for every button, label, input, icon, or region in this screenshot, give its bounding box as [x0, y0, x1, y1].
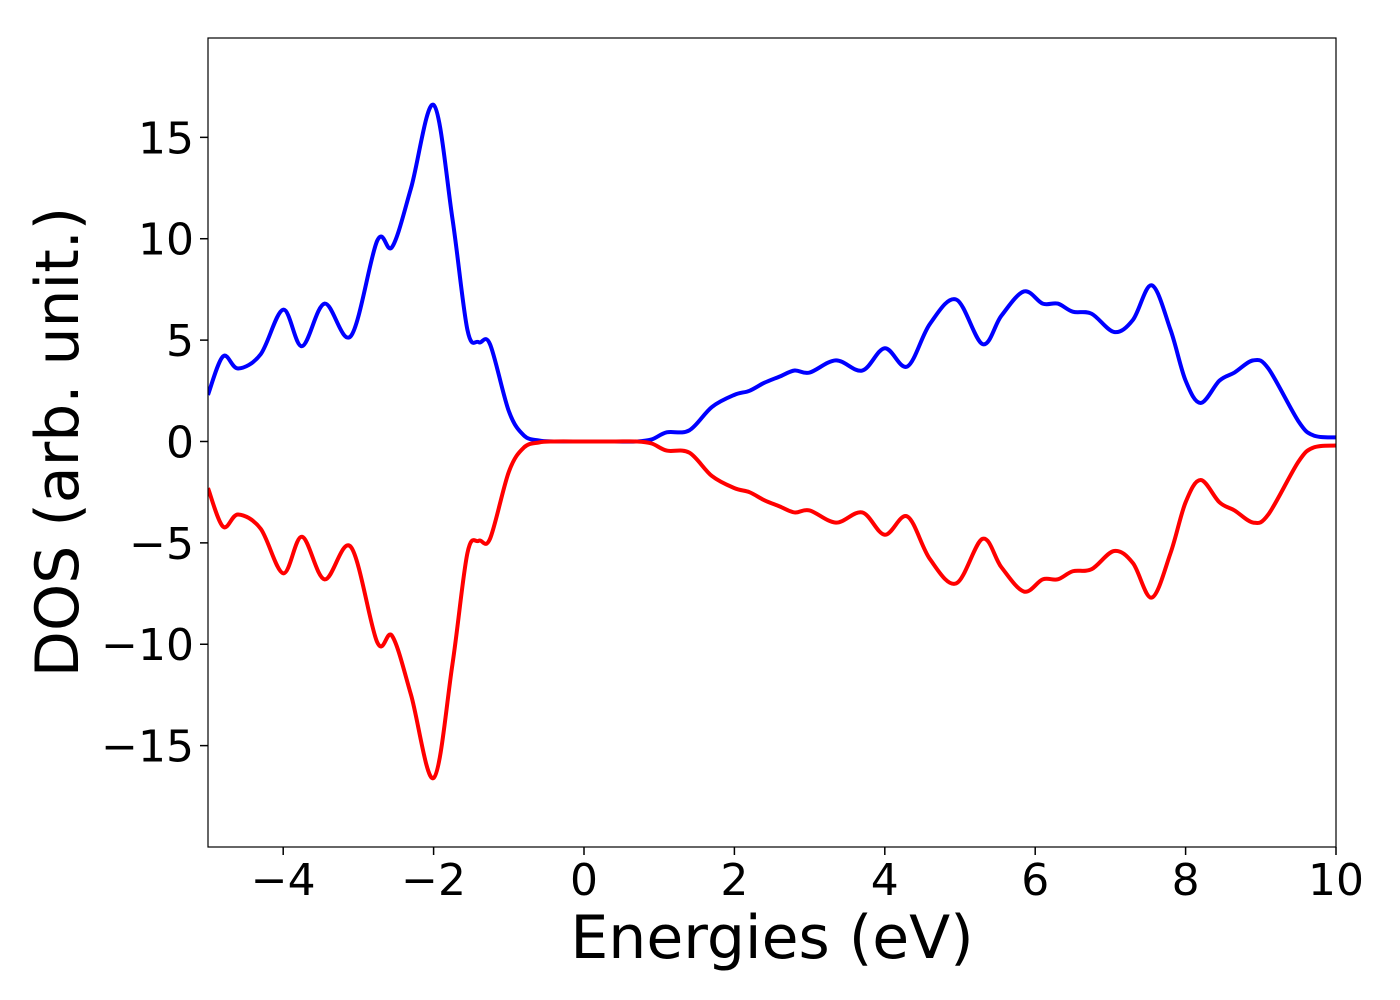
- plot-frame: [207, 37, 1337, 848]
- y-tick-label: −15: [101, 722, 194, 773]
- x-tick-label: 6: [1021, 855, 1049, 906]
- x-axis-label: Energies (eV): [570, 903, 973, 973]
- dos-line: [208, 439, 1336, 781]
- y-tick-label: −5: [129, 519, 194, 570]
- x-tick-label: 4: [871, 855, 899, 906]
- y-tick-label: 0: [166, 417, 194, 468]
- x-tick-label: 0: [570, 855, 598, 906]
- x-tick-label: −2: [401, 855, 466, 906]
- x-tick-label: 8: [1172, 855, 1200, 906]
- y-tick-label: 15: [138, 113, 194, 164]
- x-tick-label: 10: [1308, 855, 1364, 906]
- dos-line: [208, 102, 1336, 444]
- y-tick-label: −10: [101, 620, 194, 671]
- x-tick-label: −4: [251, 855, 316, 906]
- y-axis-label: DOS (arb. unit.): [23, 207, 93, 677]
- y-tick-label: 10: [138, 215, 194, 266]
- x-tick-label: 2: [720, 855, 748, 906]
- y-tick-label: 5: [166, 316, 194, 367]
